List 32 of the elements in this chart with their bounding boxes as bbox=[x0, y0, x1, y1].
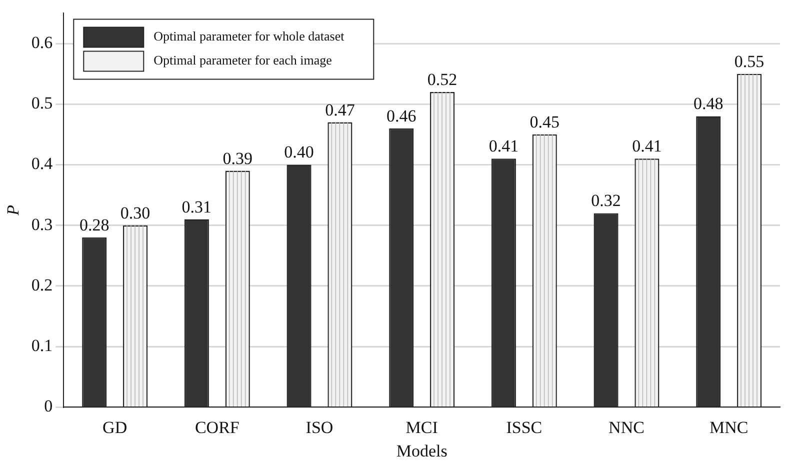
x-tick-label: NNC bbox=[608, 418, 644, 437]
x-tick-label: GD bbox=[102, 418, 128, 437]
y-tick-label: 0 bbox=[44, 396, 53, 416]
data-label: 0.52 bbox=[427, 70, 458, 89]
data-label: 0.48 bbox=[693, 94, 724, 114]
y-tick-label: 0.4 bbox=[31, 154, 54, 174]
data-label: 0.30 bbox=[120, 203, 150, 222]
x-tick-label: MNC bbox=[709, 418, 748, 437]
y-tick-label: 0.3 bbox=[31, 214, 53, 234]
data-label: 0.46 bbox=[386, 106, 416, 126]
y-tick-label: 0.2 bbox=[31, 275, 53, 294]
data-label: 0.55 bbox=[734, 52, 764, 71]
x-tick-label: MCI bbox=[406, 418, 438, 437]
legend-label: Optimal parameter for each image bbox=[154, 52, 332, 68]
x-axis-title: Models bbox=[396, 441, 448, 460]
x-tick-label: ISSC bbox=[506, 418, 542, 437]
y-tick-label: 0.6 bbox=[31, 32, 53, 52]
data-label: 0.41 bbox=[488, 136, 519, 156]
data-label: 0.40 bbox=[284, 142, 314, 162]
y-tick-label: 0.1 bbox=[31, 336, 53, 356]
data-label: 0.39 bbox=[222, 148, 252, 168]
x-tick-label: ISO bbox=[306, 418, 334, 437]
x-tick-label: CORF bbox=[194, 418, 240, 437]
y-axis-title: P bbox=[4, 205, 23, 216]
data-label: 0.47 bbox=[325, 100, 356, 120]
data-label: 0.45 bbox=[530, 112, 560, 132]
data-label: 0.31 bbox=[182, 197, 212, 216]
legend-label: Optimal parameter for whole dataset bbox=[154, 28, 345, 44]
data-label: 0.28 bbox=[79, 215, 110, 234]
data-label: 0.32 bbox=[591, 191, 621, 210]
data-label: 0.41 bbox=[632, 136, 662, 156]
y-tick-label: 0.5 bbox=[31, 94, 53, 113]
